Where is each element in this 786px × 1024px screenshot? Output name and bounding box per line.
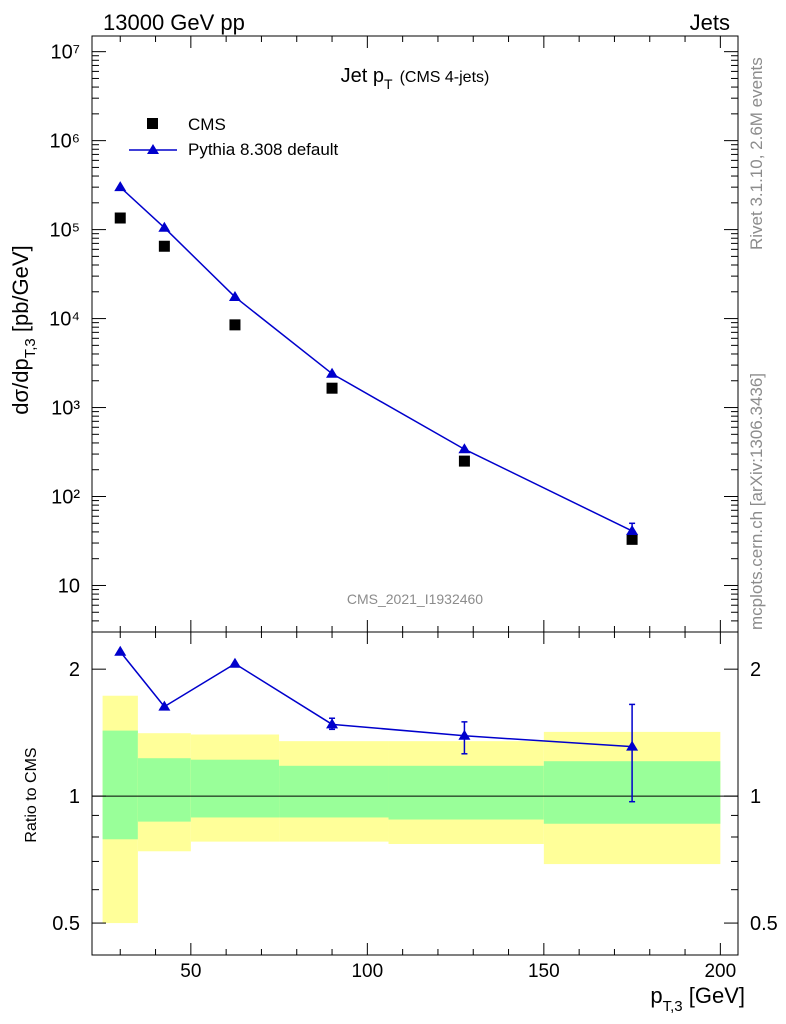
- y-tick-label: 10⁶: [50, 131, 80, 153]
- y-tick-label: 10²: [51, 487, 80, 509]
- y-tick-label: 10⁴: [49, 309, 80, 331]
- ratio-data-point: [228, 657, 241, 668]
- mc-line-segment: [331, 373, 465, 450]
- ratio-y-tick-label: 2: [69, 659, 80, 681]
- y-tick-label: 10⁷: [51, 42, 80, 64]
- mc-data-point: [626, 524, 639, 535]
- ratio-line-segment: [464, 735, 633, 748]
- ratio-data-point: [326, 718, 339, 729]
- ratio-data-point: [626, 740, 639, 751]
- ratio-data-point: [458, 729, 471, 740]
- legend: CMS Pythia 8.308 default: [129, 115, 339, 159]
- ratio-y-tick-label: 1: [69, 786, 80, 808]
- mc-data-point: [228, 290, 241, 301]
- source-label: mcplots.cern.ch [arXiv:1306.3436]: [747, 373, 766, 630]
- ratio-y-tick-label-right: 1: [750, 786, 761, 808]
- legend-marker-cms: [147, 118, 158, 129]
- cms-data-point: [158, 240, 170, 252]
- band-inner-1: [137, 758, 191, 822]
- ratio-y-tick-label-right: 2: [750, 659, 761, 681]
- ratio-y-tick-label: 0.5: [52, 913, 80, 935]
- x-tick-label: 200: [704, 961, 736, 982]
- mc-line-segment: [163, 227, 236, 298]
- y-tick-label: 10³: [51, 398, 80, 420]
- cms-data-point: [458, 455, 470, 467]
- cms-data-point: [229, 319, 241, 331]
- ratio-data-point: [158, 700, 171, 711]
- mc-data-point: [158, 221, 171, 232]
- mc-line-segment: [119, 186, 165, 229]
- ratio-line-segment: [163, 663, 236, 708]
- legend-marker-mc: [147, 144, 159, 154]
- main-title: Jet pT (CMS 4-jets): [341, 65, 490, 92]
- band-inner-0: [102, 730, 138, 840]
- main-ylabel: dσ/dpT,3 [pb/GeV]: [8, 245, 39, 414]
- header-left: 13000 GeV pp: [103, 10, 245, 35]
- ratio-line-segment: [331, 723, 465, 737]
- cms-data-point: [326, 382, 338, 394]
- ratio-y-tick-label-right: 0.5: [750, 913, 778, 935]
- y-tick-label: 10: [58, 575, 80, 597]
- y-tick-label: 10⁵: [49, 220, 80, 242]
- legend-label-cms: CMS: [188, 115, 226, 134]
- ratio-data-point: [114, 645, 127, 656]
- mc-line-segment: [234, 296, 333, 375]
- cms-data-point: [626, 533, 638, 545]
- ratio-line-segment: [119, 651, 165, 708]
- ratio-plot: 50 100 150 200 0.5 0.5 1 1 2 2: [52, 631, 778, 982]
- x-tick-label: 100: [351, 961, 383, 982]
- x-tick-label: 150: [528, 961, 560, 982]
- band-inner-2: [190, 759, 280, 818]
- header-right: Jets: [690, 10, 730, 35]
- mc-data-point: [114, 181, 127, 192]
- xlabel: pT,3 [GeV]: [650, 983, 745, 1015]
- band-inner-3: [279, 765, 389, 818]
- mc-data-point: [326, 367, 339, 378]
- x-tick-label: 50: [180, 961, 201, 982]
- ratio-frame: [91, 631, 739, 956]
- mc-line-segment: [464, 448, 633, 532]
- ratio-line-segment: [234, 663, 333, 725]
- cms-data-point: [114, 212, 126, 224]
- band-inner-4: [388, 765, 544, 820]
- mc-data-point: [458, 443, 471, 454]
- legend-label-mc: Pythia 8.308 default: [188, 140, 339, 159]
- main-plot: 10 10² 10³ 10⁴ 10⁵ 10⁶ 10⁷: [49, 35, 739, 633]
- rivet-label: Rivet 3.1.10, 2.6M events: [747, 57, 766, 250]
- watermark: CMS_2021_I1932460: [347, 591, 483, 607]
- ratio-ylabel: Ratio to CMS: [23, 747, 40, 842]
